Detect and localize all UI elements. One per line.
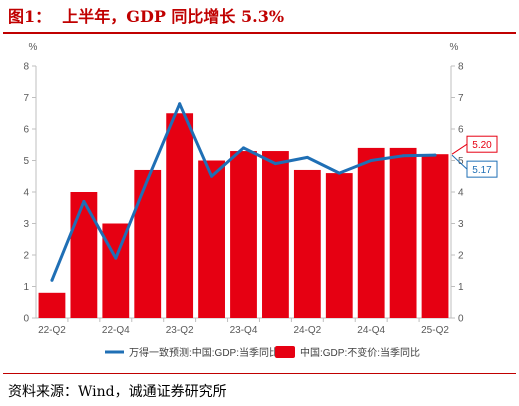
y-tick-label-right: 3 bbox=[458, 219, 464, 230]
value-callouts: 5.20 5.17 bbox=[451, 135, 498, 178]
x-tick-label: 22-Q2 bbox=[38, 325, 66, 336]
footer-divider bbox=[3, 373, 516, 374]
bar bbox=[293, 169, 321, 318]
bar bbox=[357, 147, 385, 318]
line-point bbox=[305, 155, 309, 159]
x-tick-label: 25-Q2 bbox=[421, 325, 449, 336]
legend: 万得一致预测:中国:GDP:当季同比 中国:GDP:不变价:当季同比 bbox=[105, 346, 420, 359]
line-point bbox=[433, 153, 437, 157]
bar bbox=[38, 292, 66, 318]
line-point bbox=[337, 171, 341, 175]
y-tick-label-left: 8 bbox=[23, 62, 29, 73]
callout-box bbox=[466, 135, 498, 153]
line-point bbox=[178, 102, 182, 106]
y-tick-label-right: 1 bbox=[458, 282, 464, 293]
bar bbox=[389, 147, 417, 318]
bar-series bbox=[38, 113, 449, 318]
callout-leader bbox=[451, 154, 468, 170]
y-tick-label-left: 3 bbox=[23, 219, 29, 230]
line-point bbox=[114, 256, 118, 260]
legend-bar-label: 中国:GDP:不变价:当季同比 bbox=[300, 346, 420, 359]
bar bbox=[230, 151, 257, 318]
callout-value: 5.20 bbox=[472, 140, 492, 151]
callout-leader bbox=[451, 143, 468, 155]
y-tick-label-right: 5 bbox=[458, 156, 464, 167]
y-tick-label-left: 6 bbox=[23, 125, 29, 136]
x-tick-label: 22-Q4 bbox=[102, 325, 130, 336]
x-tick-labels: 22-Q2 22-Q4 23-Q2 23-Q4 24-Q2 24-Q4 25-Q2 bbox=[38, 325, 449, 336]
line-point bbox=[146, 177, 150, 181]
bar bbox=[70, 192, 98, 318]
bar bbox=[134, 169, 162, 318]
y-tick-label-right: 6 bbox=[458, 125, 464, 136]
callout-value: 5.17 bbox=[472, 165, 492, 176]
bar bbox=[421, 154, 449, 318]
source-note: 资料来源：Wind，诚通证券研究所 bbox=[8, 384, 227, 400]
legend-bar-swatch bbox=[275, 346, 295, 358]
line-point bbox=[50, 278, 54, 282]
y-tick-label-left: 2 bbox=[23, 251, 29, 262]
x-tick-label: 24-Q2 bbox=[293, 325, 321, 336]
y-tick-label-left: 7 bbox=[23, 93, 29, 104]
x-tick-label: 23-Q2 bbox=[166, 325, 194, 336]
y-tick-label-right: 4 bbox=[458, 188, 464, 199]
legend-line-label: 万得一致预测:中国:GDP:当季同比 bbox=[129, 346, 279, 359]
y-tick-label-left: 0 bbox=[23, 314, 29, 325]
line-point bbox=[82, 199, 86, 203]
callout-box bbox=[466, 160, 498, 178]
line-point bbox=[210, 174, 214, 178]
line-point bbox=[273, 162, 277, 166]
line-point bbox=[401, 154, 405, 158]
y-tick-label-right: 0 bbox=[458, 314, 464, 325]
y-tick-label-left: 5 bbox=[23, 156, 29, 167]
y-tick-label-right: 8 bbox=[458, 62, 464, 73]
line-point bbox=[242, 146, 245, 150]
y-tick-label-left: 1 bbox=[23, 282, 29, 293]
line-series bbox=[50, 102, 437, 282]
y-axis-right-label: % bbox=[450, 42, 459, 53]
line-point bbox=[369, 159, 373, 162]
title-divider bbox=[3, 32, 516, 34]
bar bbox=[198, 160, 225, 318]
x-tick-label: 23-Q4 bbox=[230, 325, 258, 336]
bar bbox=[166, 113, 194, 318]
figure-title: 图1： 上半年，GDP 同比增长 5.3% bbox=[8, 7, 285, 26]
bar bbox=[325, 173, 353, 318]
bar bbox=[262, 151, 289, 318]
y-axis-left-label: % bbox=[29, 42, 38, 53]
gdp-chart: % % 0 0 1 1 2 2 3 3 4 4 5 5 6 6 7 7 8 8 22-Q2 22-Q4 23-Q2 23… bbox=[23, 42, 498, 359]
y-tick-label-right: 2 bbox=[458, 251, 464, 262]
y-tick-label-left: 4 bbox=[23, 188, 29, 199]
x-tick-label: 24-Q4 bbox=[357, 325, 385, 336]
y-tick-labels: 0 0 1 1 2 2 3 3 4 4 5 5 6 6 7 7 8 8 bbox=[23, 62, 464, 325]
y-tick-label-right: 7 bbox=[458, 93, 464, 104]
